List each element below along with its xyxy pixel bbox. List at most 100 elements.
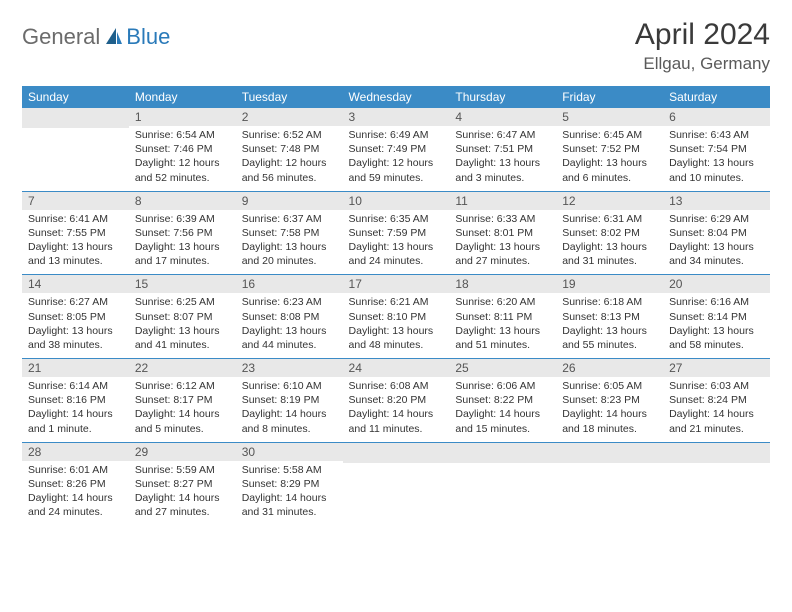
week-row: 1Sunrise: 6:54 AMSunset: 7:46 PMDaylight… [22, 108, 770, 191]
daylight-text: Daylight: 14 hours and 31 minutes. [242, 491, 337, 519]
day-number: 27 [663, 359, 770, 377]
day-number: 2 [236, 108, 343, 126]
daylight-text: Daylight: 13 hours and 44 minutes. [242, 324, 337, 352]
day-number [449, 443, 556, 463]
day-number: 20 [663, 275, 770, 293]
day-cell: 27Sunrise: 6:03 AMSunset: 8:24 PMDayligh… [663, 359, 770, 443]
day-number [343, 443, 450, 463]
day-content [663, 463, 770, 521]
sunrise-text: Sunrise: 6:37 AM [242, 212, 337, 226]
daylight-text: Daylight: 13 hours and 24 minutes. [349, 240, 444, 268]
day-cell: 12Sunrise: 6:31 AMSunset: 8:02 PMDayligh… [556, 191, 663, 275]
sunrise-text: Sunrise: 6:20 AM [455, 295, 550, 309]
day-number: 29 [129, 443, 236, 461]
day-content: Sunrise: 6:39 AMSunset: 7:56 PMDaylight:… [129, 210, 236, 275]
day-content: Sunrise: 6:41 AMSunset: 7:55 PMDaylight:… [22, 210, 129, 275]
sunrise-text: Sunrise: 6:52 AM [242, 128, 337, 142]
sunrise-text: Sunrise: 5:58 AM [242, 463, 337, 477]
sunrise-text: Sunrise: 6:10 AM [242, 379, 337, 393]
day-cell: 30Sunrise: 5:58 AMSunset: 8:29 PMDayligh… [236, 442, 343, 525]
week-row: 28Sunrise: 6:01 AMSunset: 8:26 PMDayligh… [22, 442, 770, 525]
day-number: 23 [236, 359, 343, 377]
daylight-text: Daylight: 14 hours and 27 minutes. [135, 491, 230, 519]
day-content: Sunrise: 6:18 AMSunset: 8:13 PMDaylight:… [556, 293, 663, 358]
day-content: Sunrise: 6:33 AMSunset: 8:01 PMDaylight:… [449, 210, 556, 275]
sunrise-text: Sunrise: 6:54 AM [135, 128, 230, 142]
day-cell: 14Sunrise: 6:27 AMSunset: 8:05 PMDayligh… [22, 275, 129, 359]
month-title: April 2024 [635, 18, 770, 52]
sunset-text: Sunset: 8:23 PM [562, 393, 657, 407]
day-content: Sunrise: 5:58 AMSunset: 8:29 PMDaylight:… [236, 461, 343, 526]
daylight-text: Daylight: 14 hours and 21 minutes. [669, 407, 764, 435]
week-row: 14Sunrise: 6:27 AMSunset: 8:05 PMDayligh… [22, 275, 770, 359]
day-content: Sunrise: 6:12 AMSunset: 8:17 PMDaylight:… [129, 377, 236, 442]
day-content: Sunrise: 6:47 AMSunset: 7:51 PMDaylight:… [449, 126, 556, 191]
sunrise-text: Sunrise: 5:59 AM [135, 463, 230, 477]
day-cell: 4Sunrise: 6:47 AMSunset: 7:51 PMDaylight… [449, 108, 556, 191]
day-number: 5 [556, 108, 663, 126]
day-cell: 3Sunrise: 6:49 AMSunset: 7:49 PMDaylight… [343, 108, 450, 191]
sunset-text: Sunset: 7:46 PM [135, 142, 230, 156]
day-content: Sunrise: 6:27 AMSunset: 8:05 PMDaylight:… [22, 293, 129, 358]
day-cell: 2Sunrise: 6:52 AMSunset: 7:48 PMDaylight… [236, 108, 343, 191]
dow-monday: Monday [129, 86, 236, 108]
sunset-text: Sunset: 8:14 PM [669, 310, 764, 324]
day-cell: 24Sunrise: 6:08 AMSunset: 8:20 PMDayligh… [343, 359, 450, 443]
daylight-text: Daylight: 12 hours and 59 minutes. [349, 156, 444, 184]
dow-sunday: Sunday [22, 86, 129, 108]
header: General Blue April 2024 Ellgau, Germany [22, 18, 770, 74]
sunrise-text: Sunrise: 6:01 AM [28, 463, 123, 477]
sunset-text: Sunset: 8:22 PM [455, 393, 550, 407]
sunset-text: Sunset: 7:56 PM [135, 226, 230, 240]
day-cell: 11Sunrise: 6:33 AMSunset: 8:01 PMDayligh… [449, 191, 556, 275]
daylight-text: Daylight: 13 hours and 38 minutes. [28, 324, 123, 352]
day-cell: 17Sunrise: 6:21 AMSunset: 8:10 PMDayligh… [343, 275, 450, 359]
daylight-text: Daylight: 13 hours and 48 minutes. [349, 324, 444, 352]
calendar-table: Sunday Monday Tuesday Wednesday Thursday… [22, 86, 770, 525]
day-content: Sunrise: 6:20 AMSunset: 8:11 PMDaylight:… [449, 293, 556, 358]
week-row: 7Sunrise: 6:41 AMSunset: 7:55 PMDaylight… [22, 191, 770, 275]
day-content: Sunrise: 6:37 AMSunset: 7:58 PMDaylight:… [236, 210, 343, 275]
day-cell: 26Sunrise: 6:05 AMSunset: 8:23 PMDayligh… [556, 359, 663, 443]
day-number: 8 [129, 192, 236, 210]
day-number: 15 [129, 275, 236, 293]
day-number: 17 [343, 275, 450, 293]
sunrise-text: Sunrise: 6:08 AM [349, 379, 444, 393]
day-cell: 29Sunrise: 5:59 AMSunset: 8:27 PMDayligh… [129, 442, 236, 525]
day-content: Sunrise: 6:45 AMSunset: 7:52 PMDaylight:… [556, 126, 663, 191]
day-cell: 13Sunrise: 6:29 AMSunset: 8:04 PMDayligh… [663, 191, 770, 275]
day-number: 26 [556, 359, 663, 377]
day-content: Sunrise: 6:54 AMSunset: 7:46 PMDaylight:… [129, 126, 236, 191]
daylight-text: Daylight: 13 hours and 51 minutes. [455, 324, 550, 352]
sunrise-text: Sunrise: 6:33 AM [455, 212, 550, 226]
dow-wednesday: Wednesday [343, 86, 450, 108]
sunrise-text: Sunrise: 6:43 AM [669, 128, 764, 142]
day-cell [556, 442, 663, 525]
sunrise-text: Sunrise: 6:03 AM [669, 379, 764, 393]
day-cell [449, 442, 556, 525]
day-number: 4 [449, 108, 556, 126]
day-cell: 8Sunrise: 6:39 AMSunset: 7:56 PMDaylight… [129, 191, 236, 275]
day-content: Sunrise: 6:10 AMSunset: 8:19 PMDaylight:… [236, 377, 343, 442]
day-content [343, 463, 450, 521]
day-number: 7 [22, 192, 129, 210]
day-cell: 16Sunrise: 6:23 AMSunset: 8:08 PMDayligh… [236, 275, 343, 359]
daylight-text: Daylight: 14 hours and 8 minutes. [242, 407, 337, 435]
sail-icon [104, 26, 124, 49]
day-content: Sunrise: 6:21 AMSunset: 8:10 PMDaylight:… [343, 293, 450, 358]
day-cell: 19Sunrise: 6:18 AMSunset: 8:13 PMDayligh… [556, 275, 663, 359]
day-cell: 1Sunrise: 6:54 AMSunset: 7:46 PMDaylight… [129, 108, 236, 191]
day-cell: 6Sunrise: 6:43 AMSunset: 7:54 PMDaylight… [663, 108, 770, 191]
daylight-text: Daylight: 13 hours and 3 minutes. [455, 156, 550, 184]
daylight-text: Daylight: 13 hours and 20 minutes. [242, 240, 337, 268]
sunrise-text: Sunrise: 6:31 AM [562, 212, 657, 226]
day-number: 9 [236, 192, 343, 210]
day-content: Sunrise: 6:35 AMSunset: 7:59 PMDaylight:… [343, 210, 450, 275]
sunrise-text: Sunrise: 6:18 AM [562, 295, 657, 309]
daylight-text: Daylight: 14 hours and 18 minutes. [562, 407, 657, 435]
sunset-text: Sunset: 7:49 PM [349, 142, 444, 156]
sunrise-text: Sunrise: 6:14 AM [28, 379, 123, 393]
day-cell [343, 442, 450, 525]
daylight-text: Daylight: 14 hours and 15 minutes. [455, 407, 550, 435]
sunrise-text: Sunrise: 6:35 AM [349, 212, 444, 226]
